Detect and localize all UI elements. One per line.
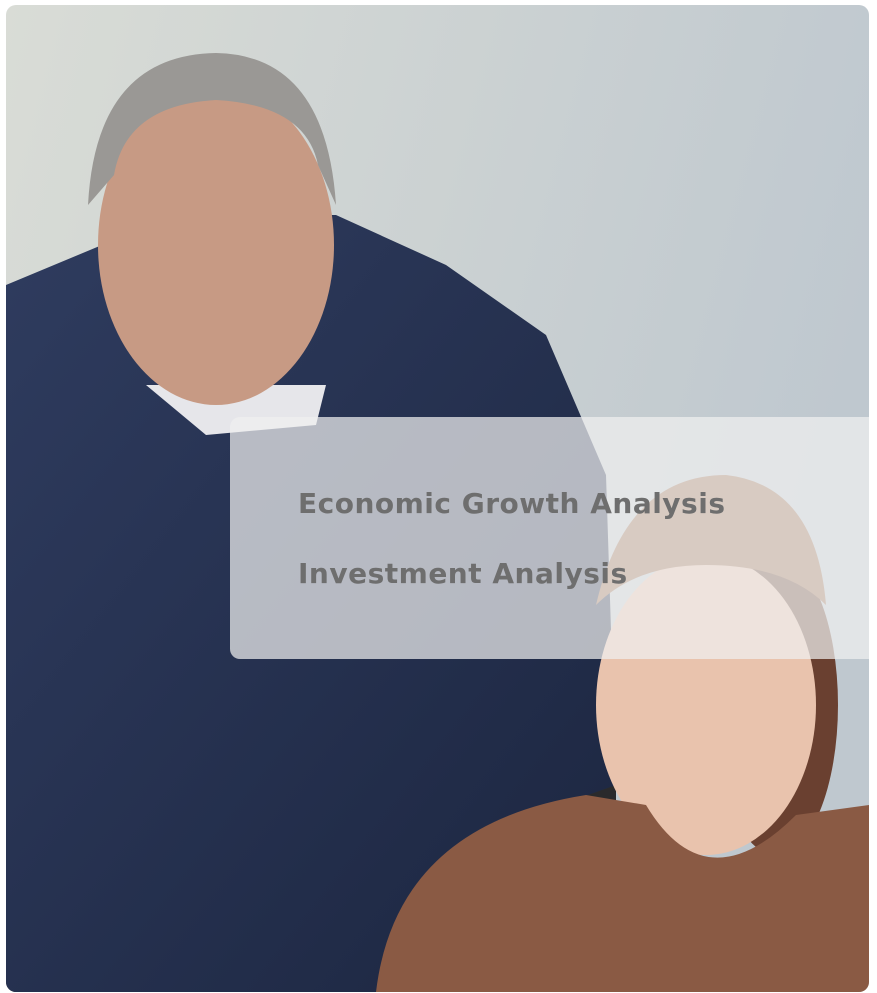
- page: {"overlay": {"items": ["Economic Growth …: [0, 0, 877, 993]
- photo-card: Economic Growth Analysis Investment Anal…: [6, 5, 869, 992]
- menu-item[interactable]: Economic Growth Analysis: [298, 487, 726, 520]
- menu-item[interactable]: Investment Analysis: [298, 557, 628, 590]
- menu-overlay: Economic Growth Analysis Investment Anal…: [230, 417, 869, 659]
